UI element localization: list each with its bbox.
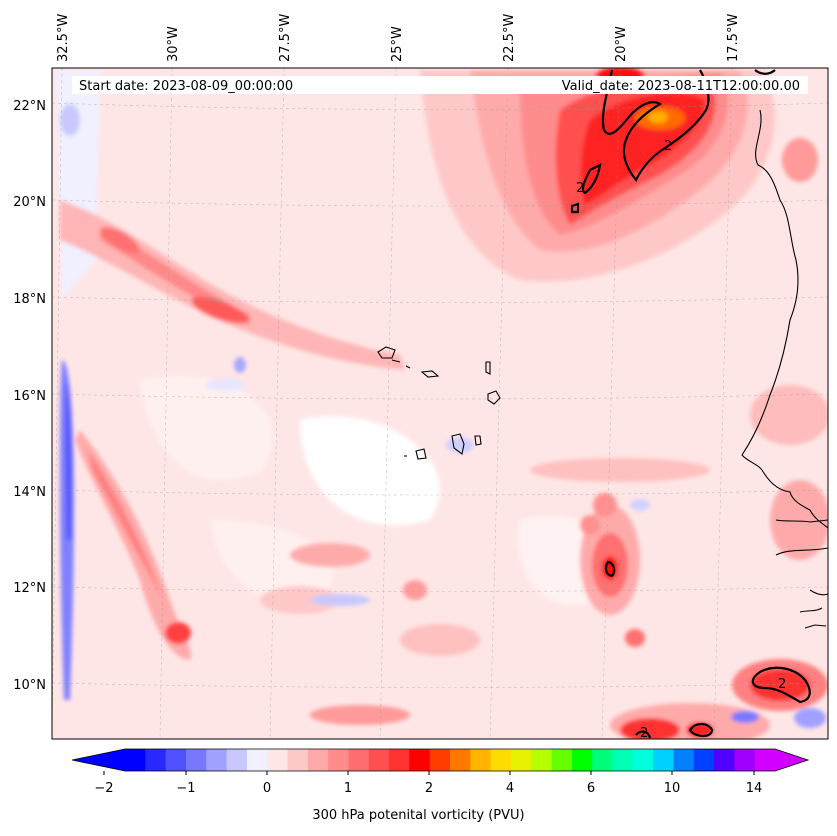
colorbar-cell (125, 749, 146, 771)
graticule (52, 68, 828, 739)
colorbar-tick-label: 10 (664, 781, 681, 796)
lat-label: 22°N (13, 99, 46, 114)
lat-label: 14°N (13, 485, 46, 500)
colorbar-tick-label: 2 (425, 781, 433, 796)
colorbar-cell (328, 749, 349, 771)
colorbar-cell (450, 749, 471, 771)
colorbar-cell (571, 749, 593, 771)
map-frame (51, 67, 829, 740)
lon-label: 27.5°W (278, 14, 293, 62)
colorbar-cell (551, 749, 573, 771)
colorbar-cell (470, 749, 492, 771)
colorbar-cell (389, 749, 410, 771)
colorbar-tick-label: 6 (587, 781, 595, 796)
lon-label: 22.5°W (502, 14, 517, 62)
lat-label: 16°N (13, 389, 46, 404)
colorbar-tick-label: 14 (746, 781, 763, 796)
colorbar-ticks (103, 771, 755, 775)
lon-labels: 32.5°W 30°W 27.5°W 25°W 22.5°W 20°W 17.5… (56, 14, 741, 62)
colorbar-tick-label: 1 (344, 781, 352, 796)
colorbar-cell (287, 749, 309, 771)
colorbar-cell (653, 749, 674, 771)
colorbar-tick-label: 0 (263, 781, 271, 796)
colorbar-cell (612, 749, 634, 771)
colorbar-cell (693, 749, 715, 771)
colorbar-cell (307, 749, 329, 771)
colorbar-cell (348, 749, 370, 771)
date-header-box (72, 76, 808, 94)
colorbar-cell (409, 749, 431, 771)
lon-label: 20°W (614, 26, 629, 62)
colorbar-tick-label: −2 (94, 781, 113, 796)
colorbar-cell (165, 749, 187, 771)
colorbar-cell (206, 749, 228, 771)
lon-label: 25°W (390, 26, 405, 62)
contour-label: 2 (640, 726, 648, 741)
colorbar-tick-labels: −2 −1 0 1 2 4 6 10 14 (94, 781, 762, 796)
coastlines (377, 109, 828, 629)
valid-date-label: Valid_date: 2023-08-11T12:00:00.00 (562, 79, 800, 94)
lat-label: 20°N (13, 195, 46, 210)
lon-label: 17.5°W (726, 14, 741, 62)
contour-label: 2 (576, 181, 584, 196)
colorbar-cell (632, 749, 654, 771)
colorbar-tick-label: 4 (506, 781, 514, 796)
colorbar-right-extend (775, 749, 808, 771)
colorbar-cell (714, 749, 735, 771)
contour-label: 2 (778, 677, 786, 692)
colorbar-cell (267, 749, 288, 771)
colorbar-cell (145, 749, 167, 771)
colorbar-cell (673, 749, 695, 771)
colorbar-cells (125, 749, 776, 771)
colorbar-cell (531, 749, 553, 771)
lat-label: 10°N (13, 678, 46, 693)
map-area: 2 2 2 2 Start date: 2023-08-09_00: (52, 68, 828, 741)
colorbar-cell (185, 749, 207, 771)
colorbar-cell (226, 749, 248, 771)
colorbar-cell (592, 749, 613, 771)
contour-label: 2 (664, 139, 672, 154)
start-date-label: Start date: 2023-08-09_00:00:00 (79, 79, 293, 94)
colorbar-title: 300 hPa potenital vorticity (PVU) (312, 808, 525, 823)
colorbar: −2 −1 0 1 2 4 6 10 14 (71, 748, 810, 796)
colorbar-cell (490, 749, 512, 771)
lon-label: 32.5°W (56, 14, 71, 62)
contour-labels: 2 2 2 2 (576, 139, 786, 741)
colorbar-cell (429, 749, 451, 771)
colorbar-left-extend (72, 749, 125, 771)
colorbar-cell (754, 749, 776, 771)
colorbar-cell (368, 749, 390, 771)
lat-label: 12°N (13, 581, 46, 596)
lat-labels: 22°N 20°N 18°N 16°N 14°N 12°N 10°N (13, 99, 46, 693)
lon-label: 30°W (166, 26, 181, 62)
colorbar-cell (510, 749, 532, 771)
pv-2-contours (570, 69, 811, 739)
colorbar-cell (734, 749, 756, 771)
colorbar-cell (246, 749, 268, 771)
lat-label: 18°N (13, 292, 46, 307)
colorbar-tick-label: −1 (176, 781, 195, 796)
